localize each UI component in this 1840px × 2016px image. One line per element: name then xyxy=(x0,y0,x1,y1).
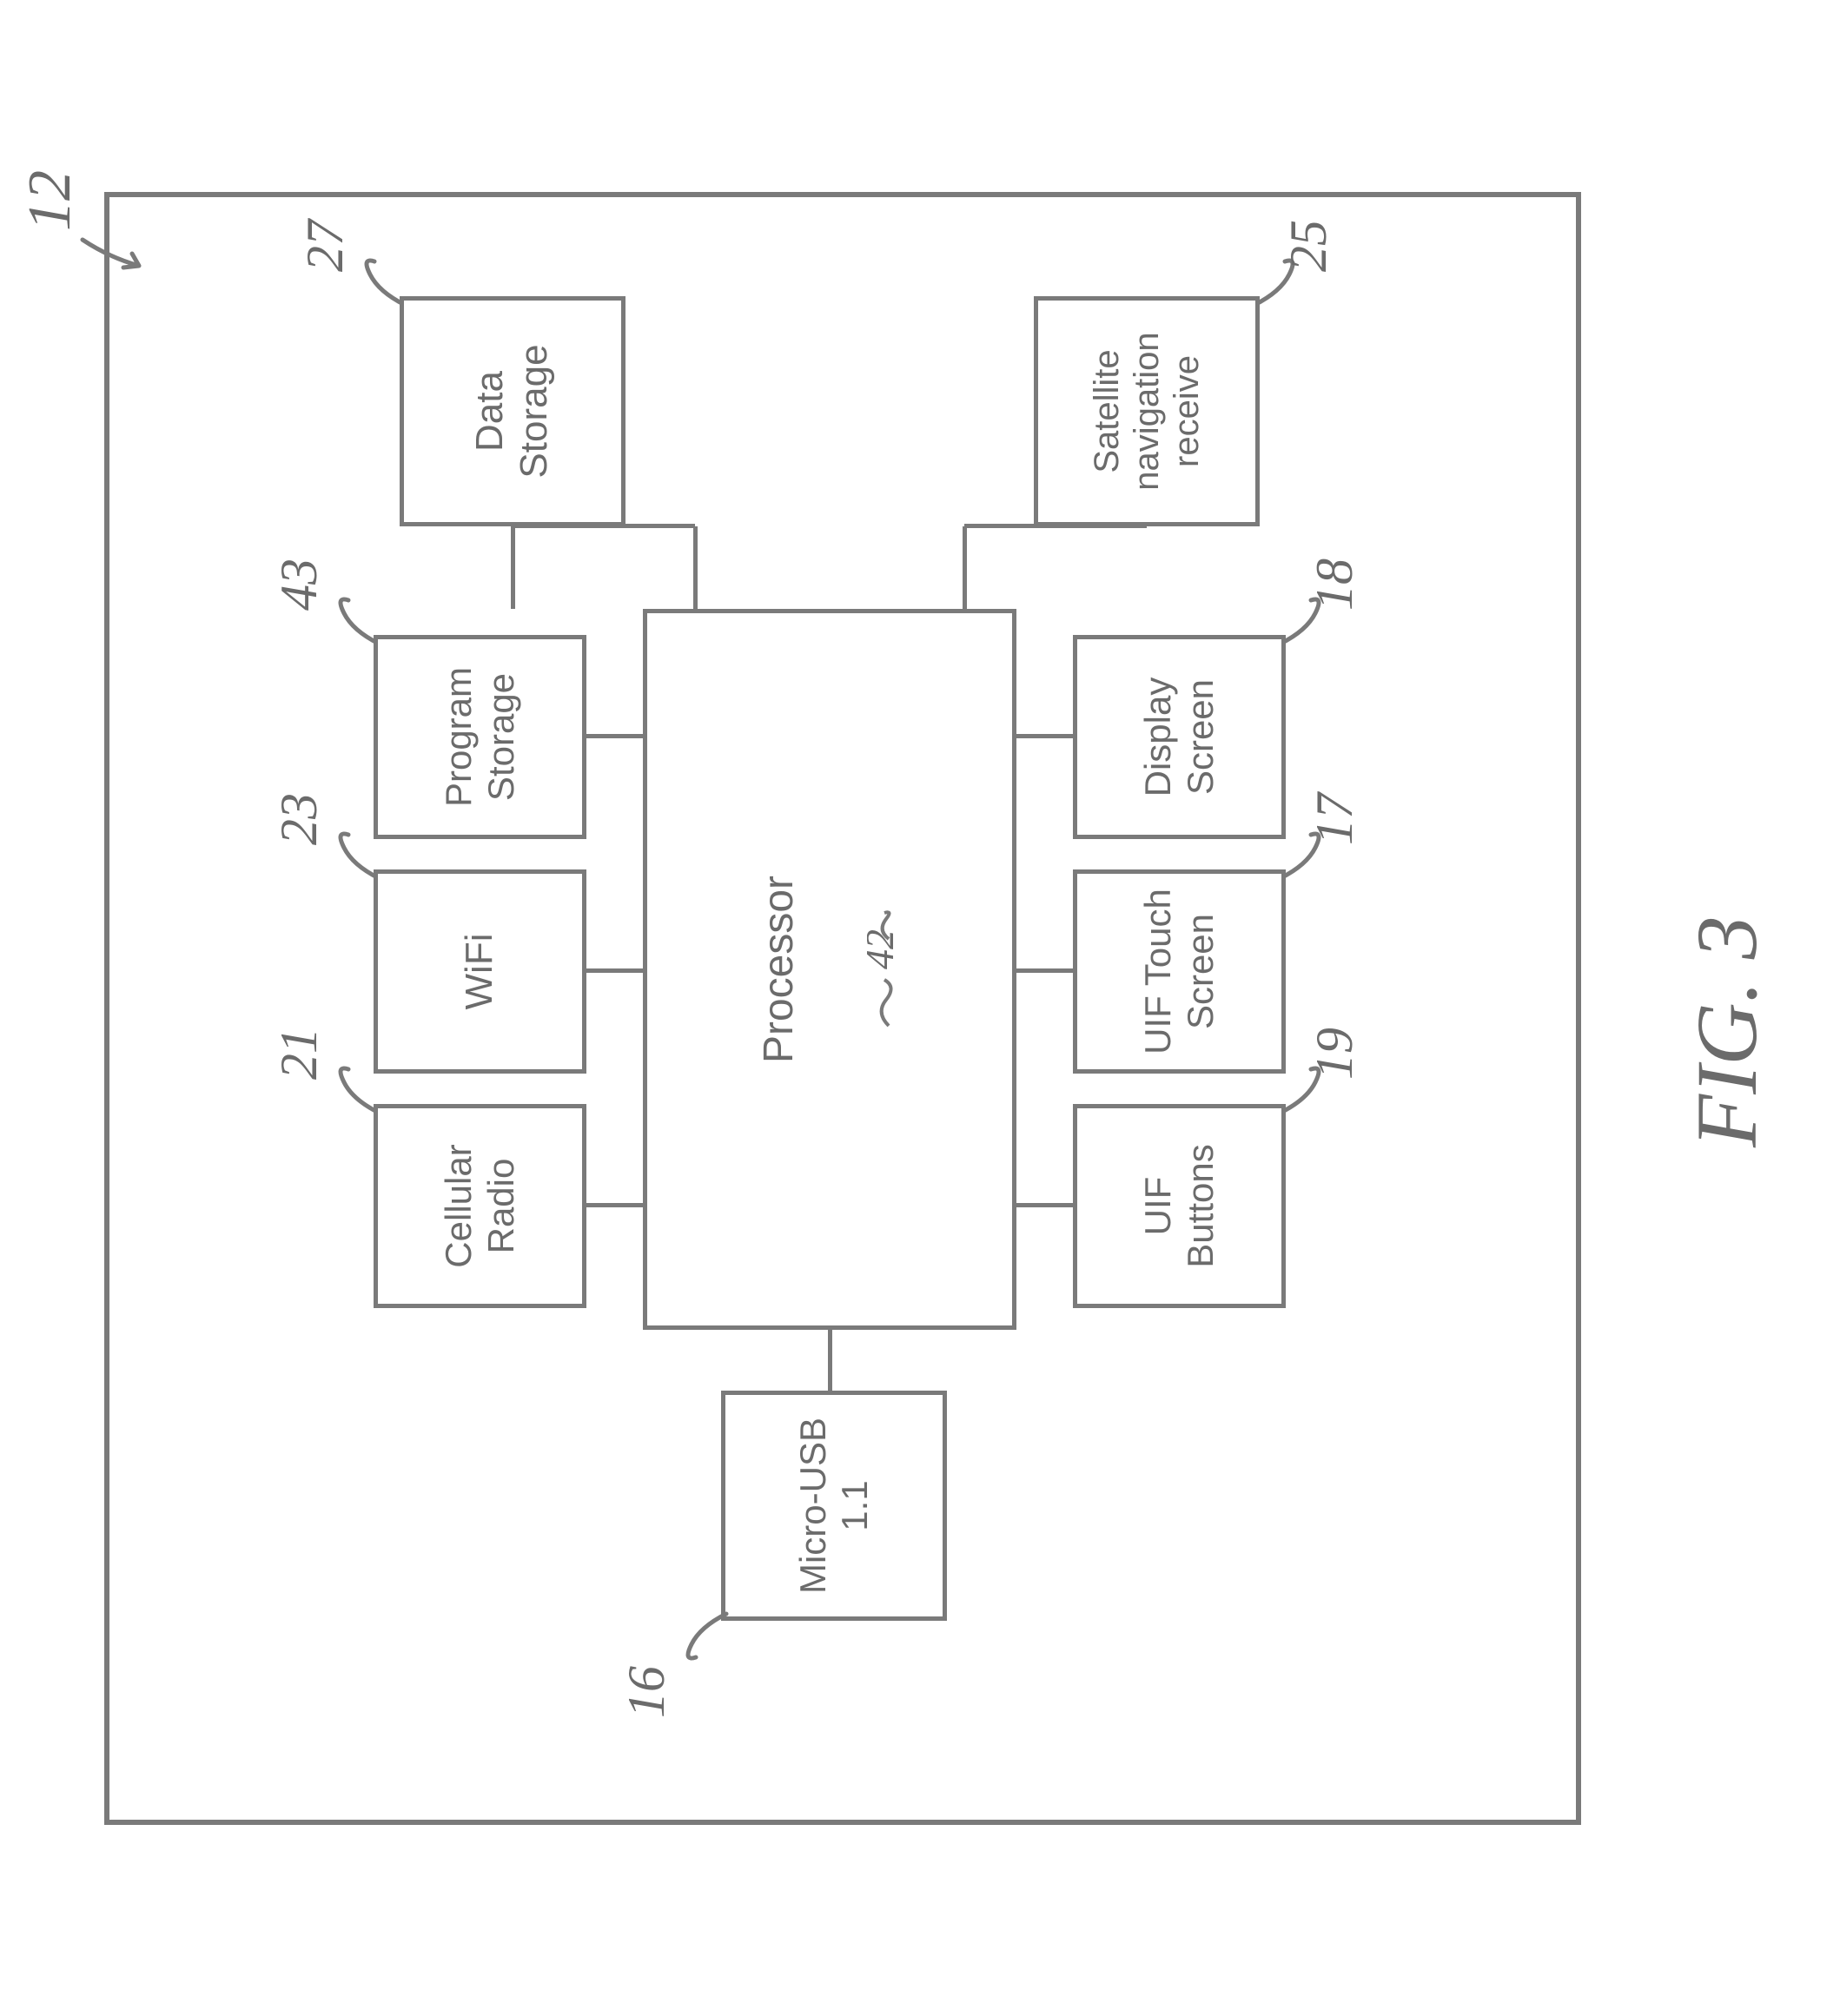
program-block: Program Storage xyxy=(374,635,586,839)
microusb-label: Micro-USB 1.1 xyxy=(792,1418,877,1594)
frame-ref: 12 xyxy=(35,109,178,283)
uifbtn-label: UIF Buttons xyxy=(1137,1144,1221,1267)
uiftouch-block: UIF Touch Screen xyxy=(1073,869,1286,1074)
diagram-stage: Processor 42 Micro-USB 1.1 21 23 43 27 19 17 1… xyxy=(0,0,1840,2016)
data-block: Data Storage xyxy=(400,296,625,526)
svg-text:17: 17 xyxy=(1306,790,1363,845)
svg-text:19: 19 xyxy=(1306,1028,1363,1080)
svg-text:23: 23 xyxy=(270,793,328,845)
satnav-block: Satellite navigation receive xyxy=(1034,296,1260,526)
microusb-block: Micro-USB 1.1 xyxy=(721,1391,947,1621)
svg-text:16: 16 xyxy=(618,1666,675,1718)
wifi-label: WiFi xyxy=(458,934,502,1010)
cellular-block: Cellular Radio xyxy=(374,1104,586,1308)
data-label: Data Storage xyxy=(468,344,556,478)
display-label: Display Screen xyxy=(1137,678,1221,797)
svg-text:43: 43 xyxy=(270,559,328,611)
processor-ref: 42 xyxy=(808,909,903,1030)
svg-text:27: 27 xyxy=(296,217,354,272)
processor-block: Processor 42 xyxy=(643,609,1016,1330)
figure-caption: FIG. 3 xyxy=(1677,915,1777,1147)
svg-text:12: 12 xyxy=(17,170,83,231)
cellular-label: Cellular Radio xyxy=(438,1144,522,1267)
svg-text:25: 25 xyxy=(1280,220,1337,272)
svg-text:18: 18 xyxy=(1306,559,1363,611)
wifi-block: WiFi xyxy=(374,869,586,1074)
uifbtn-block: UIF Buttons xyxy=(1073,1104,1286,1308)
program-label: Program Storage xyxy=(438,667,522,807)
satnav-label: Satellite navigation receive xyxy=(1087,332,1207,490)
uiftouch-label: UIF Touch Screen xyxy=(1137,889,1221,1054)
processor-label: Processor xyxy=(755,876,803,1063)
display-block: Display Screen xyxy=(1073,635,1286,839)
microusb-ref: 16 xyxy=(639,1596,744,1727)
figure-caption-text: FIG. 3 xyxy=(1678,915,1775,1147)
svg-text:21: 21 xyxy=(270,1028,328,1080)
